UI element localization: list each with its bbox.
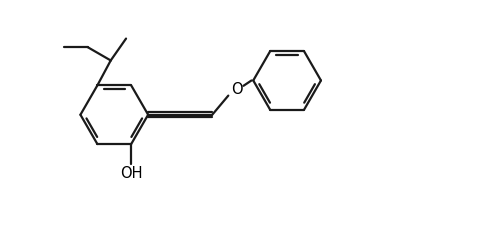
Text: O: O — [231, 82, 243, 97]
Text: OH: OH — [120, 166, 142, 181]
